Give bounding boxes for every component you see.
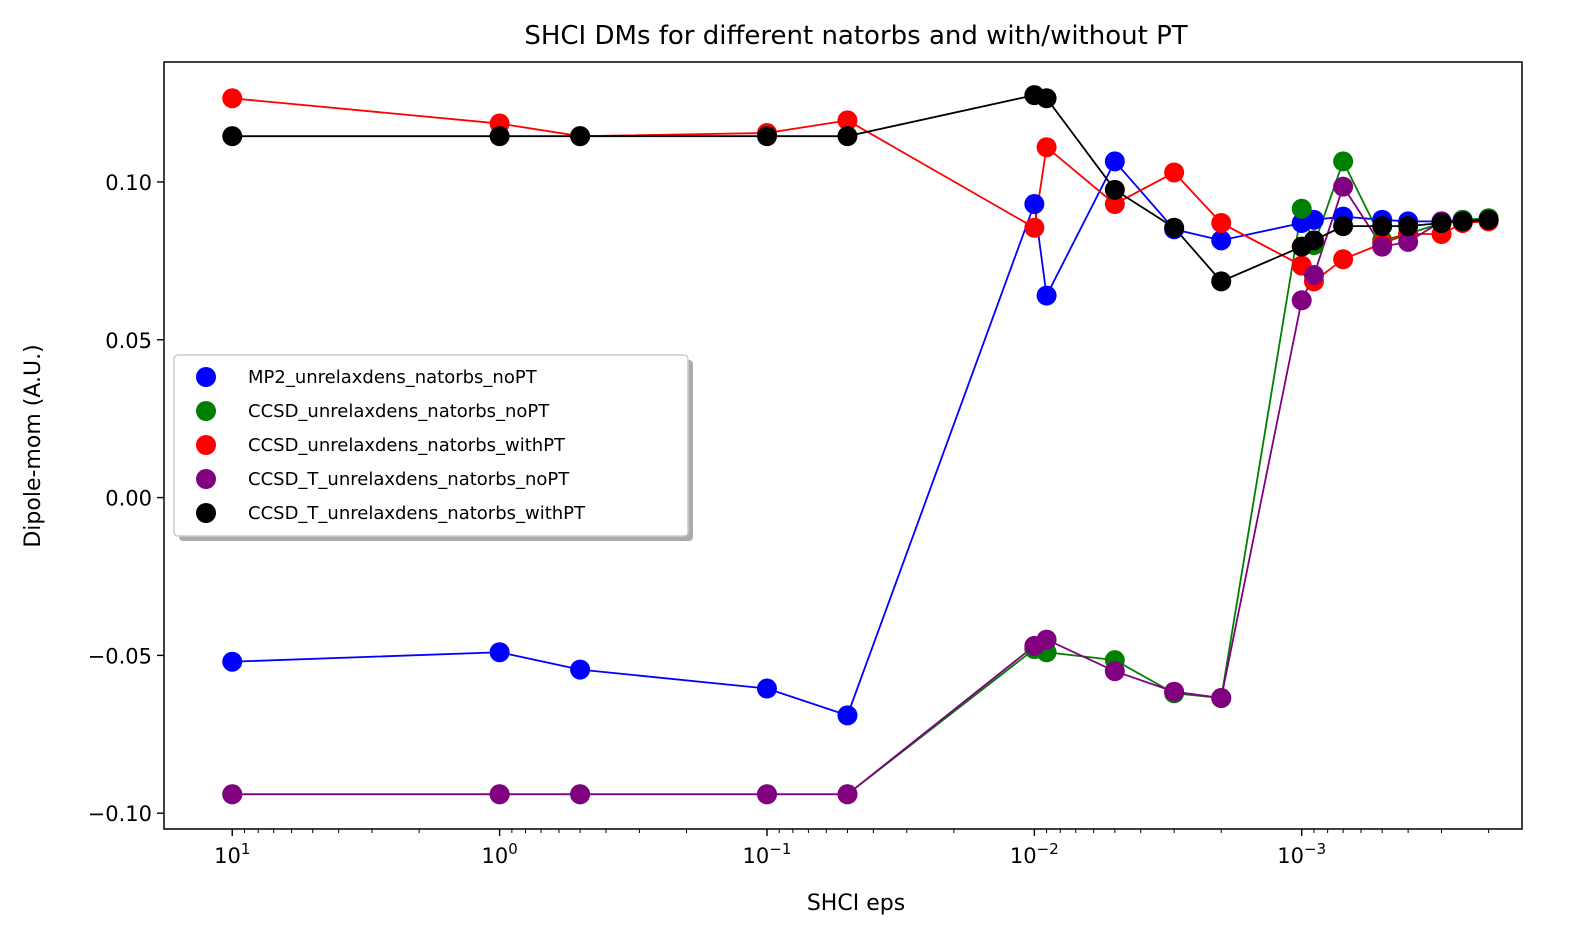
y-axis-label: Dipole-mom (A.U.): [21, 344, 46, 547]
point-series-4: [1372, 216, 1393, 237]
series-layer: [222, 85, 1499, 805]
point-series-4: [1452, 211, 1473, 232]
point-series-1: [1333, 151, 1354, 172]
point-series-2: [1036, 137, 1057, 158]
point-series-4: [222, 126, 243, 147]
point-series-0: [756, 678, 777, 699]
legend-label: CCSD_unrelaxdens_natorbs_withPT: [248, 435, 566, 456]
legend-marker: [196, 503, 216, 523]
plot-frame: [163, 61, 1523, 830]
x-tick-label: 10−2: [1010, 840, 1059, 868]
point-series-3: [1303, 265, 1324, 286]
point-series-4: [1478, 209, 1499, 230]
point-series-4: [1036, 88, 1057, 109]
legend-marker: [196, 367, 216, 387]
point-series-3: [837, 784, 858, 805]
point-series-4: [1164, 217, 1185, 238]
point-series-4: [1303, 230, 1324, 251]
legend-label: CCSD_T_unrelaxdens_natorbs_noPT: [248, 469, 570, 490]
point-series-3: [1398, 231, 1419, 252]
point-series-4: [837, 126, 858, 147]
y-tick-label: −0.05: [88, 644, 152, 668]
x-tick-label: 100: [481, 840, 517, 868]
point-series-4: [1333, 216, 1354, 237]
y-tick-label: 0.10: [105, 171, 152, 195]
point-series-4: [489, 126, 510, 147]
point-series-3: [1104, 661, 1125, 682]
point-series-0: [489, 642, 510, 663]
point-series-3: [1372, 236, 1393, 257]
point-series-3: [756, 784, 777, 805]
legend-label: CCSD_unrelaxdens_natorbs_noPT: [248, 401, 550, 422]
point-series-3: [1211, 688, 1232, 709]
point-series-0: [1036, 285, 1057, 306]
point-series-0: [1024, 194, 1045, 215]
point-series-1: [1291, 198, 1312, 219]
point-series-0: [837, 705, 858, 726]
point-series-2: [1164, 162, 1185, 183]
legend: MP2_unrelaxdens_natorbs_noPT CCSD_unrelax…: [173, 354, 693, 541]
point-series-2: [1333, 249, 1354, 270]
point-series-0: [1104, 151, 1125, 172]
point-series-3: [222, 784, 243, 805]
point-series-4: [570, 126, 591, 147]
point-series-3: [570, 784, 591, 805]
legend-label: MP2_unrelaxdens_natorbs_noPT: [248, 367, 538, 388]
point-series-3: [1333, 176, 1354, 197]
legend-marker: [196, 469, 216, 489]
legend-marker: [196, 401, 216, 421]
point-series-4: [1431, 212, 1452, 233]
x-tick-label: 10−1: [743, 840, 792, 868]
y-tick-label: −0.10: [88, 802, 152, 826]
x-tick-label: 10−3: [1277, 840, 1326, 868]
point-series-4: [1398, 216, 1419, 237]
point-series-2: [1211, 212, 1232, 233]
y-tick-label: 0.00: [105, 487, 152, 511]
point-series-2: [222, 88, 243, 109]
x-axis-label: SHCI eps: [807, 891, 905, 916]
point-series-2: [837, 110, 858, 131]
y-tick-label: 0.05: [105, 329, 152, 353]
x-axis: 101 100 10−1 10−2 10−3: [214, 829, 1490, 868]
point-series-4: [1104, 179, 1125, 200]
legend-label: CCSD_T_unrelaxdens_natorbs_withPT: [248, 503, 586, 524]
legend-marker: [196, 435, 216, 455]
point-series-3: [1036, 629, 1057, 650]
x-tick-label: 101: [214, 840, 250, 868]
legend-box: [173, 354, 689, 537]
point-series-2: [1104, 194, 1125, 215]
point-series-4: [756, 126, 777, 147]
point-series-3: [1164, 681, 1185, 702]
point-series-3: [1291, 290, 1312, 311]
y-axis: 0.10 0.05 0.00 −0.05 −0.10: [88, 171, 164, 826]
point-series-0: [570, 659, 591, 680]
chart-title: SHCI DMs for different natorbs and with/…: [524, 21, 1187, 51]
point-series-0: [222, 651, 243, 672]
point-series-4: [1211, 271, 1232, 292]
point-series-0: [1211, 230, 1232, 251]
point-series-2: [1024, 217, 1045, 238]
point-series-3: [489, 784, 510, 805]
